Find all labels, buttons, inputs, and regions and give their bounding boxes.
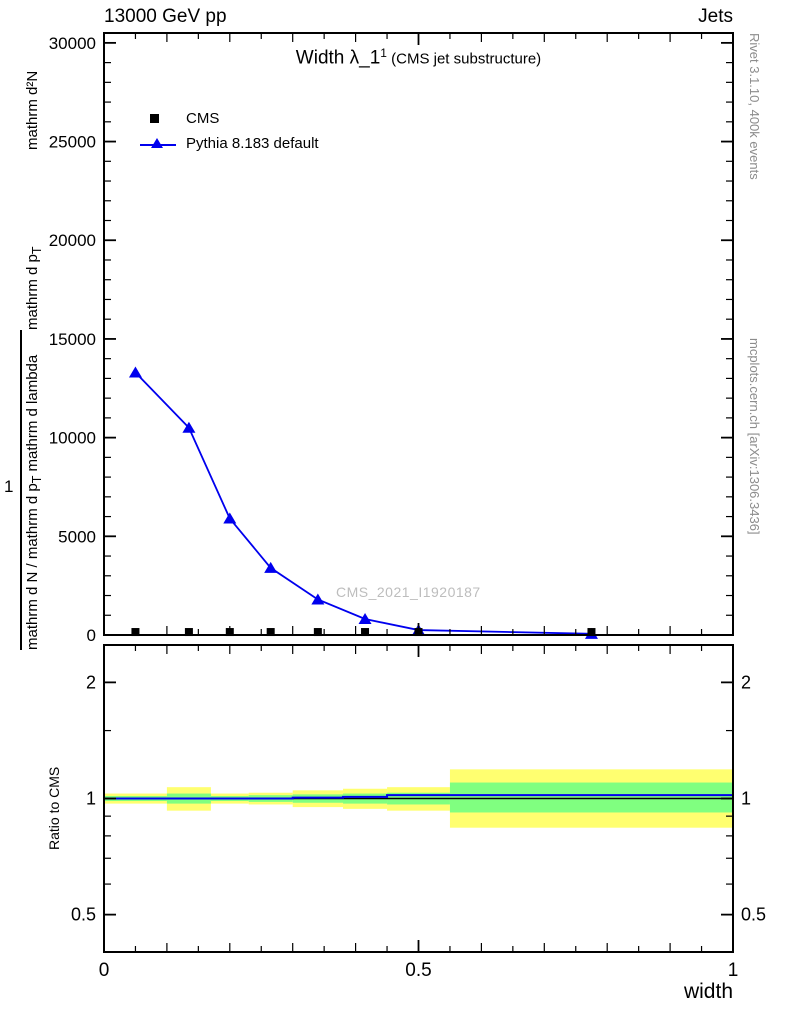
legend-item-cms: CMS — [140, 106, 319, 131]
rivet-version-note: Rivet 3.1.10, 400k events — [747, 33, 762, 180]
ratio-y-tick-label-left: 0.5 — [71, 905, 96, 925]
ratio-y-axis-label: Ratio to CMS — [46, 766, 62, 850]
cms-marker — [140, 106, 186, 131]
main-y-tick-label: 0 — [87, 626, 96, 645]
cms-square-marker-icon — [150, 114, 159, 123]
ratio-y-tick-label-left: 1 — [86, 789, 96, 809]
cms-point-marker — [361, 628, 370, 637]
main-y-tick-label: 25000 — [49, 133, 96, 152]
axis-ticks — [103, 33, 734, 952]
cms-point-marker — [266, 628, 275, 637]
main-y-tick-label: 30000 — [49, 34, 96, 53]
legend-item-pythia: Pythia 8.183 default — [140, 131, 319, 156]
pythia-point-marker — [128, 366, 142, 378]
analysis-group-label: Jets — [698, 6, 733, 27]
cms-point-marker — [587, 628, 596, 637]
ratio-y-tick-label-right: 0.5 — [741, 905, 766, 925]
main-y-tick-label: 20000 — [49, 231, 96, 250]
main-series — [128, 366, 598, 639]
pythia-point-marker — [182, 421, 196, 433]
y-axis-label-denominator: mathrm d N / mathrm d pT mathrm d lambda — [24, 354, 44, 650]
ratio-y-tick-label-right: 1 — [741, 789, 751, 809]
beam-energy-label: 13000 GeV pp — [104, 6, 227, 27]
ratio-y-tick-label-right: 2 — [741, 672, 751, 692]
y-axis-label-numerator: mathrm d²N — [24, 70, 41, 150]
x-axis-label: width — [683, 980, 733, 1003]
cms-point-marker — [184, 628, 193, 637]
plot-title-superscript: 1 — [380, 46, 387, 60]
y-axis-label-one: 1 — [4, 477, 14, 496]
legend-label-cms: CMS — [186, 110, 220, 127]
main-y-tick-label: 5000 — [58, 527, 96, 546]
ratio-model-line — [104, 794, 733, 800]
plot-title-main: Width λ_1 — [295, 47, 381, 69]
plot-title-suffix: (CMS jet substructure) — [386, 50, 542, 68]
legend: CMS Pythia 8.183 default — [140, 106, 319, 156]
pythia-point-marker — [223, 512, 237, 524]
pythia-point-marker — [264, 561, 278, 573]
cms-point-marker — [313, 628, 322, 637]
main-y-tick-label: 10000 — [49, 429, 96, 448]
pythia-point-marker — [311, 593, 325, 605]
mcplots-reference-note: mcplots.cern.ch [arXiv:1306.3436] — [747, 338, 762, 535]
ratio-y-tick-label-left: 2 — [86, 672, 96, 692]
pythia-triangle-marker-icon — [151, 137, 163, 148]
main-y-tick-label: 15000 — [49, 330, 96, 349]
legend-label-pythia: Pythia 8.183 default — [186, 135, 319, 152]
pythia-point-marker — [358, 613, 372, 625]
pythia-marker — [140, 131, 186, 156]
plot-title: Width λ_11 (CMS jet substructure) — [104, 46, 733, 69]
y-axis-fraction-bar — [20, 330, 22, 650]
x-tick-label: 0.5 — [405, 960, 431, 981]
pythia-curve — [134, 371, 592, 635]
x-tick-label: 1 — [728, 960, 739, 981]
axis-tick-labels: 0 5000 10000 15000 20000 25000 30000 0.5 0.5 1 1 2 2… — [49, 34, 766, 981]
analysis-id-watermark: CMS_2021_I1920187 — [336, 584, 481, 600]
x-tick-label: 0 — [99, 960, 110, 981]
y-axis-label-pt-term: mathrm d pT — [24, 246, 44, 331]
